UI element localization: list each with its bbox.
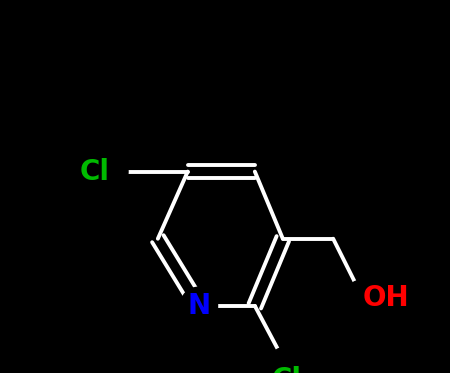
- Circle shape: [180, 287, 217, 325]
- Circle shape: [268, 347, 305, 373]
- Circle shape: [91, 153, 128, 190]
- Text: Cl: Cl: [79, 157, 109, 186]
- Circle shape: [344, 280, 382, 317]
- Text: N: N: [187, 292, 211, 320]
- Text: Cl: Cl: [271, 366, 302, 373]
- Text: OH: OH: [363, 284, 410, 313]
